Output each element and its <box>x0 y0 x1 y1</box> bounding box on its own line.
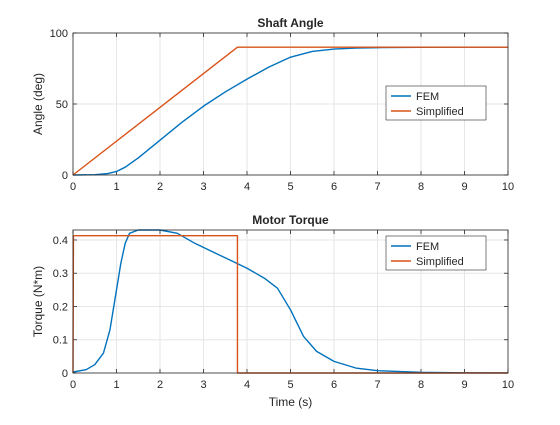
y-axis-label: Torque (N*m) <box>31 266 45 337</box>
legend-label-fem: FEM <box>416 91 439 103</box>
y-tick-label: 50 <box>56 99 68 111</box>
x-tick-label: 3 <box>200 181 206 193</box>
x-tick-label: 1 <box>113 181 119 193</box>
x-tick-label: 7 <box>374 181 380 193</box>
y-tick-label: 0.2 <box>53 301 68 313</box>
series-line-simplified <box>72 46 508 176</box>
x-tick-label: 10 <box>502 181 514 193</box>
axes-box <box>72 229 509 374</box>
x-tick-label: 2 <box>157 379 163 391</box>
y-tick-label: 0 <box>62 170 68 182</box>
legend-box <box>385 85 487 121</box>
y-tick-label: 100 <box>50 28 68 40</box>
legend-box <box>385 235 487 271</box>
legend-label-simplified: Simplified <box>416 256 464 268</box>
chart-title: Shaft Angle <box>257 16 324 30</box>
legend: FEM Simplified <box>385 85 487 121</box>
y-tick-label: 0.1 <box>53 335 68 347</box>
y-tick-label: 0.3 <box>53 268 68 280</box>
x-tick-labels: 0 1 2 3 4 5 6 7 8 9 10 <box>70 379 514 391</box>
chart-title: Motor Torque <box>252 213 329 227</box>
axes-box <box>72 32 509 176</box>
y-tick-labels: 0 0.1 0.2 0.3 0.4 <box>53 235 68 380</box>
x-tick-label: 5 <box>287 181 293 193</box>
x-tick-label: 9 <box>461 379 467 391</box>
legend: FEM Simplified <box>385 235 487 271</box>
x-tick-label: 0 <box>70 379 76 391</box>
y-tick-label: 0.4 <box>53 235 68 247</box>
y-tick-labels: 0 50 100 <box>50 28 68 182</box>
x-tick-label: 6 <box>331 379 337 391</box>
x-tick-label: 8 <box>418 181 424 193</box>
legend-label-simplified: Simplified <box>416 106 464 118</box>
x-tick-label: 3 <box>200 379 206 391</box>
y-tick-label: 0 <box>62 368 68 380</box>
series-line-fem <box>72 229 509 374</box>
x-tick-label: 9 <box>461 181 467 193</box>
x-tick-label: 10 <box>502 379 514 391</box>
x-tick-label: 6 <box>331 181 337 193</box>
x-tick-label: 8 <box>418 379 424 391</box>
x-tick-label: 2 <box>157 181 163 193</box>
x-tick-label: 4 <box>244 379 250 391</box>
x-tick-label: 1 <box>113 379 119 391</box>
chart-panel-2: 0 1 2 3 4 5 6 7 8 9 10 0 0.1 0.2 0.3 0.4 Motor Torque Tor… <box>31 213 514 409</box>
y-axis-label: Angle (deg) <box>31 73 45 135</box>
x-tick-label: 5 <box>287 379 293 391</box>
x-tick-label: 0 <box>70 181 76 193</box>
x-axis-label: Time (s) <box>269 395 313 409</box>
x-tick-labels: 0 1 2 3 4 5 6 7 8 9 10 <box>70 181 514 193</box>
x-tick-label: 7 <box>374 379 380 391</box>
x-tick-label: 4 <box>244 181 250 193</box>
legend-label-fem: FEM <box>416 241 439 253</box>
